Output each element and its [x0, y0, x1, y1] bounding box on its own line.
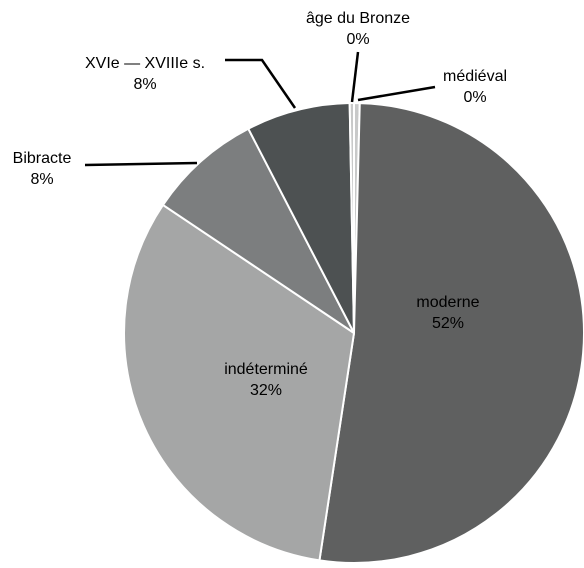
slice-label: moderne	[416, 294, 479, 311]
pie-slice	[348, 101, 355, 334]
slice-label: médiéval	[443, 68, 507, 85]
slice-value-label: 8%	[30, 171, 53, 188]
pie-slice	[318, 102, 584, 564]
slice-value-label: 0%	[346, 31, 369, 48]
leader-line	[225, 58, 297, 109]
slice-value-label: 52%	[432, 315, 464, 332]
pie-slice	[161, 127, 355, 334]
slice-value-label: 8%	[133, 76, 156, 93]
leader-line	[350, 51, 360, 103]
slice-value-label: 0%	[463, 89, 486, 106]
slice-label: XVIe — XVIIIe s.	[85, 55, 205, 72]
pie-slice	[123, 203, 356, 562]
slice-label: indéterminé	[224, 361, 308, 378]
slice-value-label: 32%	[250, 382, 282, 399]
slice-label: âge du Bronze	[306, 10, 410, 27]
leader-line	[84, 161, 198, 167]
slice-label: Bibracte	[13, 150, 72, 167]
pie-slice	[246, 102, 355, 334]
leader-line	[357, 85, 436, 102]
